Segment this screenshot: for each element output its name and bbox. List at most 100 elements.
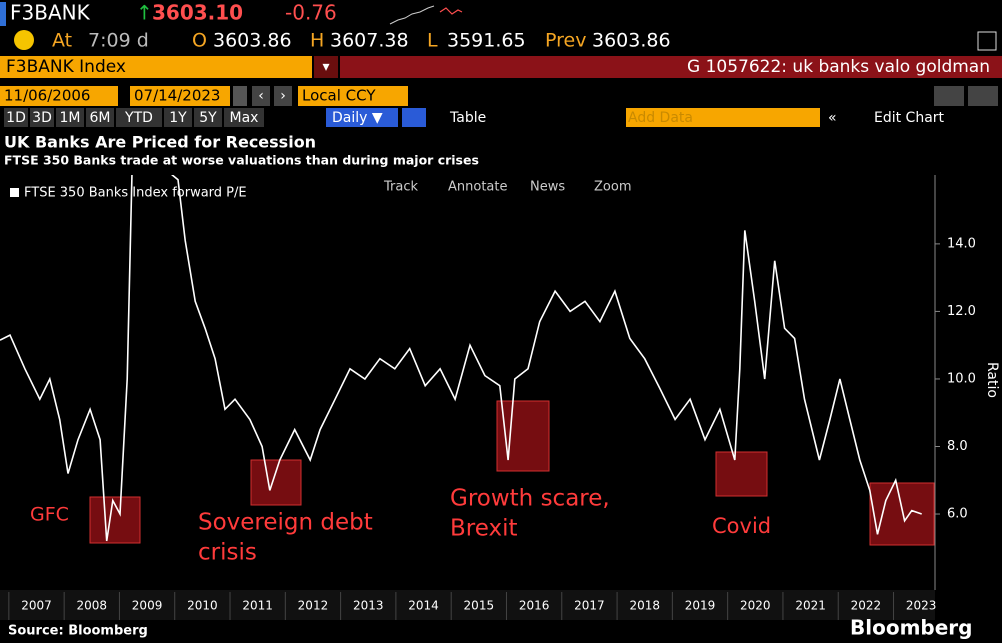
chart-title: UK Banks Are Priced for Recession [4, 133, 316, 152]
news: G 1057622: uk banks valo goldman [687, 57, 990, 77]
period-btn[interactable] [116, 108, 162, 127]
brand: Bloomberg [850, 616, 972, 640]
prev: 3603.86 [592, 30, 671, 52]
chart-tool[interactable]: Annotate [448, 180, 507, 195]
x-tick-label: 2015 [464, 599, 495, 613]
period-btn[interactable] [194, 108, 222, 127]
x-tick-label: 2009 [132, 599, 163, 613]
period-btn[interactable] [30, 108, 54, 127]
x-axis-band [0, 590, 935, 620]
x-tick-label: 2016 [519, 599, 550, 613]
chart-tool[interactable]: Track [383, 180, 418, 195]
crisis-box [869, 482, 935, 546]
dropdown-arrow: ▾ [322, 59, 329, 75]
period-btn[interactable] [86, 108, 114, 127]
prev-btn[interactable] [252, 86, 270, 106]
x-tick-label: 2010 [187, 599, 218, 613]
annotation: Growth scare, [450, 486, 610, 512]
next-btn[interactable] [274, 86, 292, 106]
period-label[interactable]: 1Y [169, 110, 187, 126]
open: 3603.86 [213, 30, 292, 52]
period-btn[interactable] [56, 108, 84, 127]
frequency-btn[interactable] [326, 108, 398, 127]
x-tick-label: 2011 [242, 599, 273, 613]
annotation: Sovereign debt [198, 510, 373, 536]
annotation: Covid [712, 514, 771, 538]
redo-btn[interactable] [968, 86, 998, 106]
series-line [0, 175, 922, 542]
chart-subtitle: FTSE 350 Banks trade at worse valuations… [4, 153, 479, 168]
x-tick-label: 2017 [574, 599, 605, 613]
security: F3BANK Index [6, 57, 126, 77]
news-bar[interactable] [340, 56, 1002, 78]
y-tick-label: 12.0 [947, 304, 976, 319]
period-btn[interactable] [164, 108, 192, 127]
legend-swatch [10, 188, 19, 197]
period-label[interactable]: YTD [124, 110, 153, 126]
end-date[interactable] [130, 86, 230, 106]
chart-type-btn[interactable] [402, 108, 426, 127]
currency-field[interactable] [298, 86, 408, 106]
change: -0.76 [285, 1, 337, 25]
clock-icon [14, 30, 34, 50]
table-btn[interactable]: Table [449, 110, 486, 126]
x-tick-label: 2007 [21, 599, 52, 613]
security-field[interactable] [0, 56, 312, 78]
prev-arrow: ‹ [258, 88, 264, 104]
currency: Local CCY [302, 87, 376, 105]
x-tick-label: 2020 [740, 599, 771, 613]
x-tick-label: 2023 [906, 599, 937, 613]
y-tick-label: 8.0 [947, 439, 968, 454]
x-tick-label: 2012 [298, 599, 329, 613]
price: 3603.10 [152, 1, 243, 25]
add-data-field[interactable] [626, 108, 820, 127]
x-tick-label: 2013 [353, 599, 384, 613]
period-btn[interactable] [224, 108, 264, 127]
x-tick-label: 2019 [685, 599, 716, 613]
open-label: O [192, 30, 207, 52]
undo-btn[interactable] [934, 86, 964, 106]
period-label[interactable]: 3D [32, 110, 52, 126]
prev-label: Prev [545, 30, 586, 52]
x-tick-label: 2021 [795, 599, 826, 613]
next-arrow: › [280, 88, 286, 104]
source: Source: Bloomberg [8, 624, 148, 639]
chart-tool[interactable]: News [530, 180, 565, 195]
sparkline-red [439, 7, 463, 15]
legend-label: FTSE 350 Banks Index forward P/E [24, 186, 247, 201]
frequency: Daily ▼ [332, 110, 383, 126]
end-date-text: 07/14/2023 [134, 87, 220, 105]
start-date-text: 11/06/2006 [4, 87, 90, 105]
period-label[interactable]: 1M [60, 110, 81, 126]
expand-icon[interactable] [977, 31, 997, 51]
collapse[interactable]: « [828, 110, 837, 126]
cal-btn[interactable] [233, 86, 247, 106]
low-label: L [427, 30, 438, 52]
x-tick-label: 2022 [851, 599, 882, 613]
x-tick-label: 2008 [77, 599, 108, 613]
y-tick-label: 10.0 [947, 371, 976, 386]
start-date[interactable] [0, 86, 118, 106]
annotation: Brexit [450, 516, 518, 542]
at-label: At [52, 30, 72, 52]
edit-chart[interactable]: Edit Chart [874, 110, 945, 126]
chart-tool[interactable]: Zoom [594, 180, 631, 195]
high: 3607.38 [330, 30, 409, 52]
period-btn[interactable] [4, 108, 28, 127]
y-tick-label: 14.0 [947, 236, 976, 251]
sparkline [389, 5, 435, 25]
period-label[interactable]: 5Y [199, 110, 217, 126]
time: 7:09 d [88, 30, 149, 52]
period-label[interactable]: 1D [6, 110, 26, 126]
x-tick-label: 2018 [629, 599, 660, 613]
high-label: H [310, 30, 324, 52]
dropdown[interactable] [314, 56, 338, 78]
crisis-box [715, 451, 768, 497]
y-tick-label: 6.0 [947, 507, 968, 522]
crisis-box [250, 459, 302, 506]
period-label[interactable]: Max [230, 110, 259, 126]
ticker-flag [0, 2, 6, 26]
period-label[interactable]: 6M [90, 110, 111, 126]
